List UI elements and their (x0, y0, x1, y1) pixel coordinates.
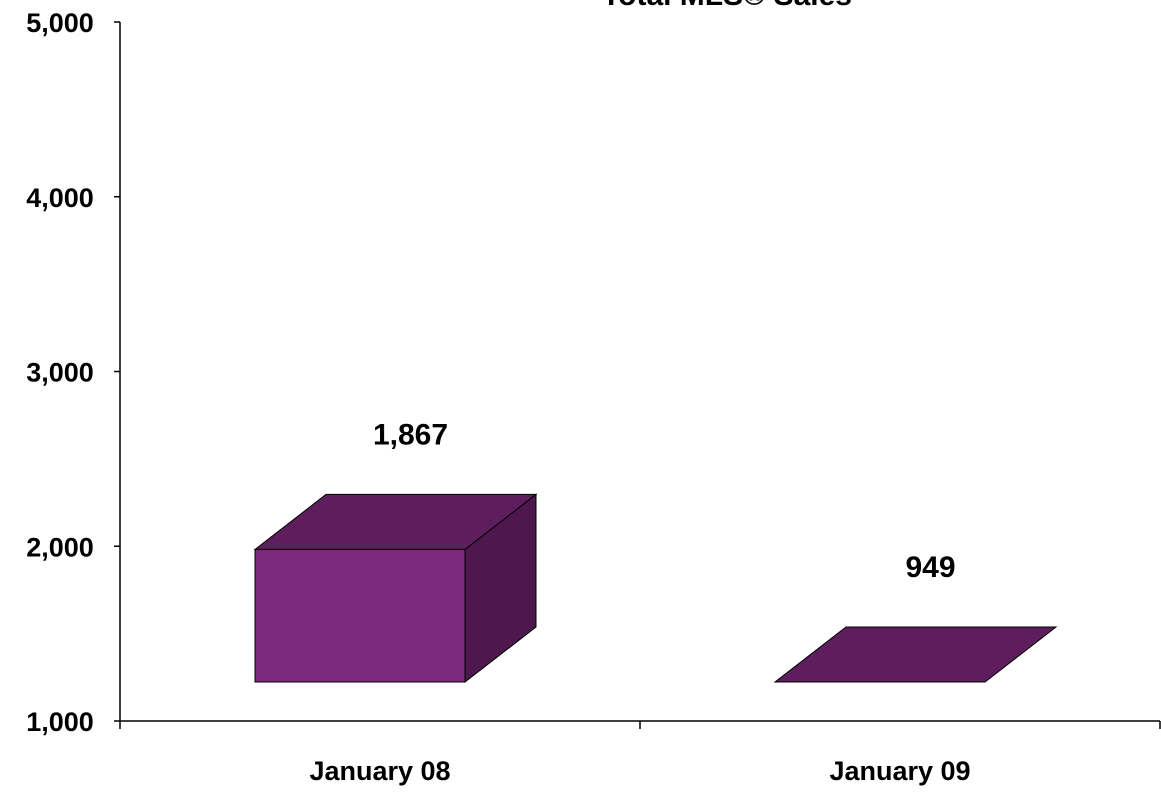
bar-top-face (253, 493, 538, 550)
x-axis: January 08 January 09 (119, 720, 1161, 786)
data-label: 949 (905, 551, 955, 584)
bar-top-face (773, 626, 1058, 683)
y-tick-label: 5,000 (26, 8, 94, 38)
data-label: 1,867 (373, 418, 448, 451)
bars (253, 493, 1058, 684)
y-axis: 1,000 2,000 3,000 4,000 5,000 (26, 8, 121, 737)
bar-0 (253, 493, 538, 684)
bar-1 (773, 626, 1058, 683)
bar-front-face (254, 548, 466, 683)
y-tick-label: 3,000 (26, 358, 94, 388)
y-tick-label: 2,000 (26, 532, 94, 562)
data-labels: 1,867 949 (373, 418, 956, 584)
y-tick-label: 1,000 (26, 707, 94, 737)
x-tick-label: January 08 (309, 756, 450, 786)
x-tick-label: January 09 (829, 756, 970, 786)
chart-title: Total MLS® Sales (602, 0, 852, 12)
y-tick-label: 4,000 (26, 183, 94, 213)
